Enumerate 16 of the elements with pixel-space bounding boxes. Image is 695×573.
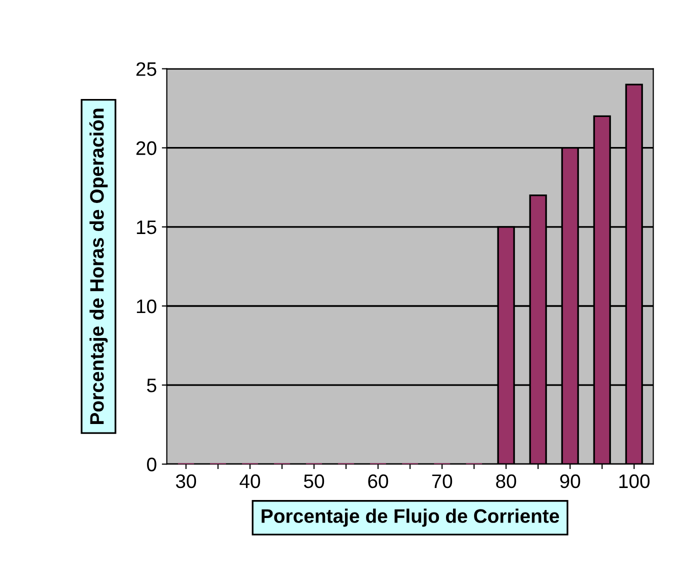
x-tick-label: 70 xyxy=(432,474,452,488)
x-tick-label: 30 xyxy=(176,474,196,488)
x-tick-label: 50 xyxy=(304,474,324,488)
y-tick-label: 20 xyxy=(136,141,156,156)
x-tick-label: 80 xyxy=(496,474,516,488)
y-tick-label: 15 xyxy=(136,220,156,234)
y-tick-label: 10 xyxy=(136,299,156,314)
y-tick-label: 0 xyxy=(147,458,156,472)
x-tick-label: 40 xyxy=(240,474,260,488)
x-axis-title: Porcentaje de Flujo de Corriente xyxy=(262,508,560,527)
y-tick-label: 25 xyxy=(136,62,156,76)
y-tick-label: 5 xyxy=(147,378,156,392)
x-tick-label: 100 xyxy=(619,474,650,488)
y-axis-title: Porcentaje de Horas de Operación xyxy=(89,108,108,424)
x-tick-label: 90 xyxy=(560,474,580,488)
x-tick-label: 60 xyxy=(368,474,388,488)
